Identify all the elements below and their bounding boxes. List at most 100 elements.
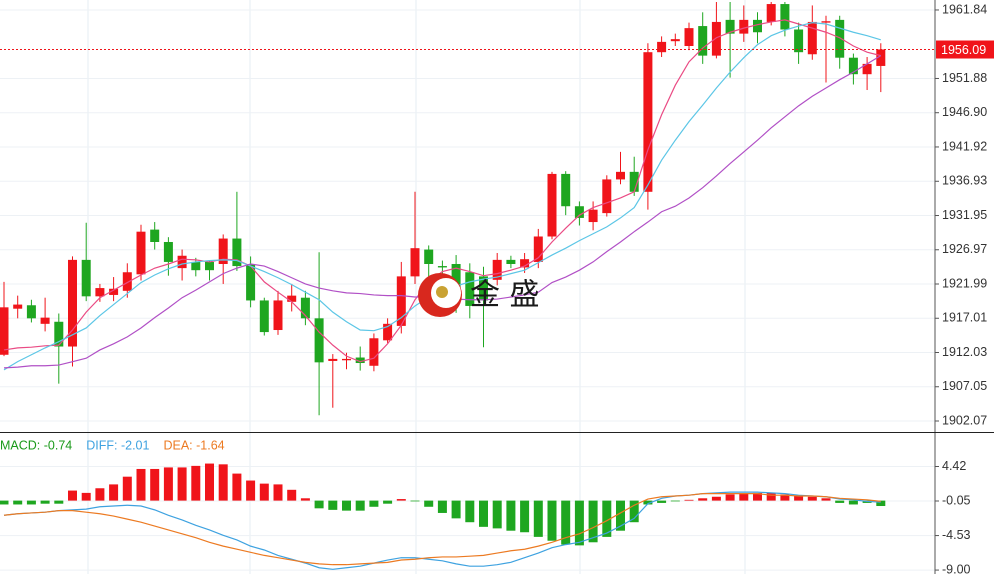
y-tick-label: 1931.95 [942, 208, 987, 222]
y-tick-label: -9.00 [942, 562, 971, 574]
candle-body [191, 261, 201, 271]
macd-line [3, 493, 881, 566]
macd-bar [547, 500, 557, 541]
y-tick-label: 1936.93 [942, 174, 987, 188]
candle-body [807, 21, 817, 55]
candle-body [739, 19, 749, 34]
candle-body [766, 4, 776, 22]
macd-bar [766, 492, 776, 501]
y-tick-label: 1926.97 [942, 242, 987, 256]
candle-body [287, 295, 297, 302]
macd-bar [739, 493, 749, 501]
candle-body [68, 259, 77, 347]
candle-body [780, 4, 790, 30]
macd-bar [616, 500, 625, 531]
macd-line [3, 491, 881, 570]
macd-bar [246, 480, 256, 501]
macd-bar [492, 500, 502, 529]
macd-bar [40, 500, 50, 504]
candle-body [342, 358, 351, 361]
candle-body [711, 21, 721, 56]
candle-body [81, 259, 91, 297]
candle-body [574, 206, 584, 218]
candle-body [437, 266, 447, 268]
moving-average-line [3, 19, 881, 363]
macd-bar [725, 494, 735, 501]
macd-bar [369, 500, 379, 507]
macd-bar [711, 496, 721, 501]
y-tick-label: 1912.03 [942, 345, 987, 359]
logo-dot [436, 286, 448, 298]
macd-bar [95, 488, 105, 501]
background-grid [87, 0, 746, 574]
candle-body [396, 276, 406, 326]
candle-body [54, 321, 64, 347]
watermark: 金 盛 [470, 278, 540, 313]
macd-bar [520, 500, 530, 533]
candle-body [109, 288, 119, 295]
macd-bar [437, 500, 447, 513]
macd-bar [835, 500, 845, 503]
candle-body [725, 19, 735, 34]
macd-bar [506, 500, 516, 531]
macd-bar [0, 500, 9, 505]
candle-body [698, 26, 708, 56]
y-tick-label: 1902.07 [942, 413, 987, 427]
macd-bar [396, 499, 406, 501]
macd-bar [342, 500, 351, 511]
candle-body [520, 259, 530, 268]
candle-body [629, 171, 639, 192]
macd-bar [232, 473, 242, 501]
macd-bar [657, 500, 667, 503]
candle-body [835, 19, 845, 58]
macd-bar [574, 500, 584, 546]
macd-bar [273, 484, 283, 501]
macd-bar [150, 468, 160, 501]
legend-entry: DIFF: -2.01 [86, 438, 149, 452]
macd-bar [479, 500, 488, 527]
macd-bar [54, 500, 64, 504]
last-price-box [936, 40, 994, 59]
macd-bar [205, 463, 214, 501]
macd-bar [561, 500, 571, 545]
candle-body [616, 171, 625, 180]
candle-body [300, 297, 310, 319]
macd-bar [259, 483, 269, 501]
macd-bar [753, 492, 762, 501]
macd-bar [588, 500, 598, 543]
macd-bar [300, 498, 310, 501]
candle-body [150, 229, 160, 242]
candle-body [643, 52, 653, 192]
candle-body [26, 305, 36, 319]
macd-bar [218, 464, 228, 501]
candle-body [136, 231, 146, 275]
y-tick-label: 1951.88 [942, 71, 987, 85]
candle-body [177, 255, 187, 269]
candle-body [246, 264, 256, 301]
y-tick-label: 1917.01 [942, 311, 987, 325]
macd-bar [287, 489, 297, 501]
y-tick-label: 4.42 [942, 459, 966, 473]
y-tick-label: 1921.99 [942, 276, 987, 290]
moving-average-line [3, 55, 882, 369]
macd-bar [698, 498, 708, 501]
y-tick-label: 1907.05 [942, 379, 987, 393]
macd-bar [821, 498, 831, 501]
macd-bar [670, 500, 680, 502]
macd-bar [848, 500, 858, 505]
macd-bar [81, 492, 91, 501]
last-price-label: 1956.09 [941, 43, 986, 57]
candle-body [314, 318, 324, 363]
candle-body [465, 272, 475, 306]
candle-body [684, 28, 694, 47]
candle-body [848, 57, 858, 75]
candle-body [657, 41, 667, 53]
macd-bar [643, 500, 653, 505]
macd-bar [807, 496, 817, 501]
macd-bar [122, 476, 132, 501]
macd-bar [465, 500, 475, 523]
candle-body [794, 29, 804, 53]
candle-body [369, 338, 379, 366]
